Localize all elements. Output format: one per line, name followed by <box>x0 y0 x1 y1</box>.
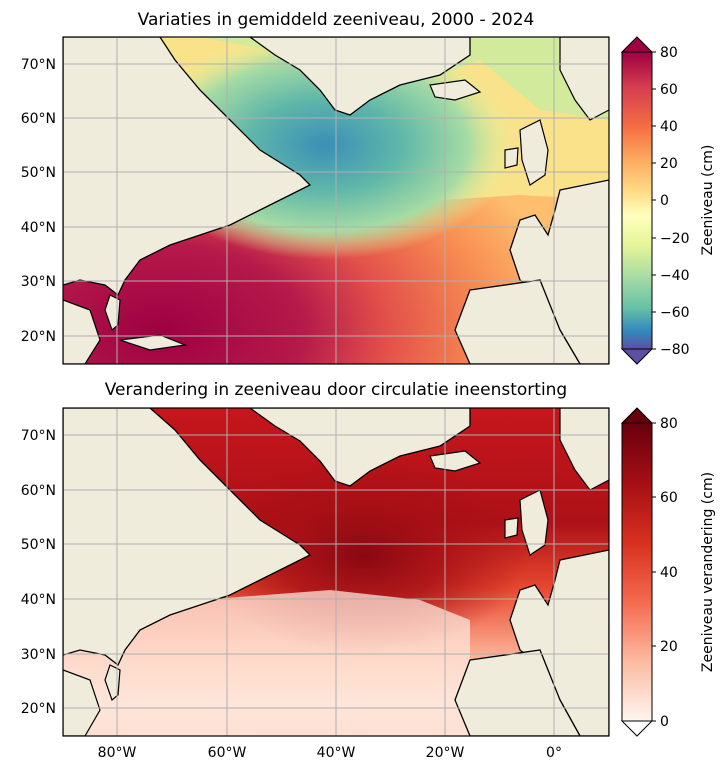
top-colorbar-tick: 0 <box>660 193 669 209</box>
top-gridlines <box>63 37 609 364</box>
top-lat-label: 70°N <box>21 57 56 73</box>
land-africa <box>454 649 581 736</box>
bottom-colorbar-tick: 40 <box>660 565 678 581</box>
lon-label: 40°W <box>317 745 356 761</box>
land-north-america <box>63 37 312 297</box>
top-colorbar <box>620 36 656 365</box>
top-colorbar-tick: −20 <box>660 231 690 247</box>
lon-label: 20°W <box>426 745 465 761</box>
top-lat-label: 20°N <box>21 329 56 345</box>
bottom-lat-label: 30°N <box>21 647 56 663</box>
bottom-colorbar-tick: 20 <box>660 639 678 655</box>
top-colorbar-tick: −80 <box>660 342 690 358</box>
bottom-lat-label: 60°N <box>21 483 56 499</box>
land-africa <box>454 279 581 364</box>
bottom-map-title: Verandering in zeeniveau door circulatie… <box>104 380 568 400</box>
bottom-lat-label: 40°N <box>21 592 56 608</box>
top-lat-label: 30°N <box>21 274 56 290</box>
bottom-lat-label: 70°N <box>21 428 56 444</box>
bottom-colorbar <box>620 407 656 737</box>
top-colorbar-label: Zeeniveau (cm) <box>700 145 716 256</box>
bottom-colorbar-tick: 80 <box>660 416 678 432</box>
land-iceland <box>429 79 482 101</box>
top-colorbar-tick: 40 <box>660 119 678 135</box>
top-lat-label: 50°N <box>21 165 56 181</box>
bottom-gridlines <box>63 408 609 736</box>
land-greenland <box>248 408 471 487</box>
bottom-colorbar-label: Zeeniveau verandering (cm) <box>700 472 716 672</box>
bottom-lat-label: 50°N <box>21 537 56 553</box>
bottom-colorbar-tick: 60 <box>660 490 678 506</box>
top-colorbar-tick: −60 <box>660 305 690 321</box>
land-europe-africa <box>509 179 609 364</box>
top-colorbar-tick: 80 <box>660 45 678 61</box>
land-north-america <box>63 408 312 667</box>
lon-label: 0° <box>546 745 562 761</box>
bottom-colorbar-tick: 0 <box>660 714 669 730</box>
top-map-frame <box>62 36 610 365</box>
land-greenland <box>248 37 471 116</box>
land-europe-africa <box>509 549 609 736</box>
land-iceland <box>429 450 482 472</box>
top-map-title: Variaties in gemiddeld zeeniveau, 2000 -… <box>137 10 535 30</box>
lon-label: 60°W <box>208 745 247 761</box>
bottom-lat-label: 20°N <box>21 701 56 717</box>
lon-label: 80°W <box>98 745 137 761</box>
bottom-map-frame <box>62 407 610 737</box>
top-colorbar-tick: 20 <box>660 156 678 172</box>
top-colorbar-tick: −40 <box>660 268 690 284</box>
top-lat-label: 40°N <box>21 220 56 236</box>
top-lat-label: 60°N <box>21 111 56 127</box>
top-colorbar-tick: 60 <box>660 82 678 98</box>
